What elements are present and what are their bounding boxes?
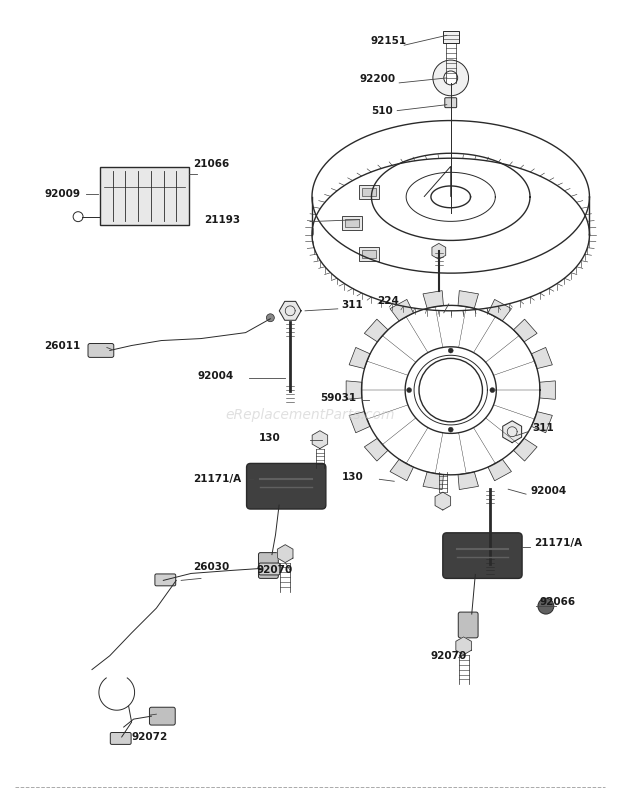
Text: 130: 130 bbox=[259, 432, 280, 443]
Circle shape bbox=[448, 427, 453, 432]
Polygon shape bbox=[349, 347, 370, 369]
FancyBboxPatch shape bbox=[149, 707, 175, 725]
Polygon shape bbox=[488, 299, 511, 321]
Polygon shape bbox=[503, 421, 521, 443]
Polygon shape bbox=[312, 431, 327, 448]
FancyBboxPatch shape bbox=[247, 464, 326, 509]
Circle shape bbox=[419, 358, 482, 422]
FancyBboxPatch shape bbox=[88, 343, 114, 358]
FancyBboxPatch shape bbox=[110, 732, 131, 744]
Polygon shape bbox=[488, 460, 511, 480]
Text: 92072: 92072 bbox=[131, 732, 168, 742]
Polygon shape bbox=[531, 411, 552, 433]
Text: 92009: 92009 bbox=[45, 189, 81, 199]
Polygon shape bbox=[390, 460, 414, 480]
Text: 510: 510 bbox=[371, 106, 393, 115]
Polygon shape bbox=[423, 472, 443, 489]
Text: 21171/A: 21171/A bbox=[193, 474, 241, 484]
Text: 92066: 92066 bbox=[540, 597, 576, 607]
Polygon shape bbox=[539, 381, 556, 399]
Text: 311: 311 bbox=[342, 300, 363, 310]
Circle shape bbox=[433, 60, 469, 95]
Circle shape bbox=[490, 387, 495, 392]
FancyBboxPatch shape bbox=[100, 167, 189, 225]
Text: 59031: 59031 bbox=[320, 393, 356, 403]
Text: 26030: 26030 bbox=[193, 561, 229, 572]
FancyBboxPatch shape bbox=[458, 612, 478, 638]
FancyBboxPatch shape bbox=[359, 185, 379, 200]
FancyBboxPatch shape bbox=[342, 217, 361, 230]
FancyBboxPatch shape bbox=[443, 31, 459, 43]
FancyBboxPatch shape bbox=[443, 533, 522, 578]
Text: 224: 224 bbox=[378, 296, 399, 306]
Circle shape bbox=[448, 348, 453, 353]
Polygon shape bbox=[435, 492, 451, 510]
Polygon shape bbox=[365, 439, 388, 461]
Polygon shape bbox=[432, 244, 446, 259]
Circle shape bbox=[73, 212, 83, 221]
Text: 92200: 92200 bbox=[359, 74, 395, 84]
Polygon shape bbox=[423, 290, 443, 309]
FancyBboxPatch shape bbox=[362, 188, 376, 196]
Text: 21193: 21193 bbox=[205, 215, 241, 225]
Polygon shape bbox=[346, 381, 362, 399]
Circle shape bbox=[267, 314, 274, 322]
FancyBboxPatch shape bbox=[259, 563, 280, 575]
FancyBboxPatch shape bbox=[362, 250, 376, 258]
Text: 21171/A: 21171/A bbox=[534, 537, 582, 548]
FancyBboxPatch shape bbox=[359, 247, 379, 261]
Polygon shape bbox=[458, 290, 479, 309]
Text: 92070: 92070 bbox=[257, 565, 293, 576]
FancyBboxPatch shape bbox=[259, 553, 278, 578]
Text: eReplacementParts.com: eReplacementParts.com bbox=[225, 408, 395, 422]
Polygon shape bbox=[513, 319, 537, 342]
Polygon shape bbox=[531, 347, 552, 369]
Polygon shape bbox=[365, 319, 388, 342]
Text: 311: 311 bbox=[532, 423, 554, 433]
Text: 130: 130 bbox=[342, 472, 363, 482]
Polygon shape bbox=[349, 411, 370, 433]
Polygon shape bbox=[458, 472, 479, 489]
FancyBboxPatch shape bbox=[155, 574, 175, 585]
Text: 92004: 92004 bbox=[197, 371, 233, 381]
Circle shape bbox=[444, 71, 458, 85]
Text: 26011: 26011 bbox=[45, 341, 81, 350]
Circle shape bbox=[407, 387, 412, 392]
Polygon shape bbox=[278, 545, 293, 562]
Polygon shape bbox=[279, 302, 301, 320]
Circle shape bbox=[538, 598, 554, 614]
Polygon shape bbox=[390, 299, 414, 321]
Text: 92151: 92151 bbox=[371, 36, 407, 47]
Text: 92070: 92070 bbox=[431, 650, 467, 661]
Polygon shape bbox=[513, 439, 537, 461]
FancyBboxPatch shape bbox=[445, 98, 457, 107]
FancyBboxPatch shape bbox=[345, 219, 358, 227]
Text: 21066: 21066 bbox=[193, 159, 229, 169]
Polygon shape bbox=[456, 637, 471, 654]
Text: 92004: 92004 bbox=[530, 486, 566, 496]
